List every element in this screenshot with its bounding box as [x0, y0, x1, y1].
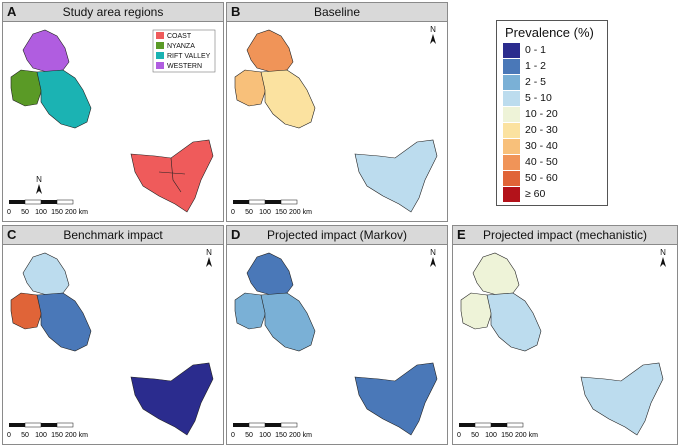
- legend-rift-valley: RIFT VALLEY: [167, 53, 211, 60]
- panel-baseline: B Baseline N 0 50 100 150 200 km: [226, 2, 448, 222]
- north-arrow-label: N: [430, 248, 436, 257]
- scale-tick: 100: [259, 432, 271, 439]
- panel-title: Study area regions: [62, 5, 164, 19]
- panel-study-area: A Study area regions COAST NYANZA RIFT V…: [2, 2, 224, 222]
- legend-title: Prevalence (%): [505, 25, 594, 40]
- area-nyanza: [234, 69, 268, 107]
- panel-benchmark: C Benchmark impact N 0 50 100 150 200 km: [2, 225, 224, 445]
- map-baseline: N 0 50 100 150 200 km: [231, 25, 438, 216]
- north-arrow: N: [430, 25, 436, 44]
- scale-tick: 200 km: [65, 432, 88, 439]
- scale-tick: 0: [231, 432, 235, 439]
- scale-bar: 0 50 100 150 200 km: [457, 422, 538, 439]
- panel-title: Baseline: [313, 5, 361, 19]
- scale-tick: 0: [457, 432, 461, 439]
- region-coast: [130, 139, 214, 213]
- scale-tick: 100: [259, 209, 271, 216]
- map-study-area: COAST NYANZA RIFT VALLEY WESTERN N 0 50 …: [7, 29, 216, 216]
- area-coast: [354, 362, 438, 436]
- scale-tick: 100: [485, 432, 497, 439]
- scale-tick: 100: [35, 209, 47, 216]
- area-coast: [580, 362, 664, 436]
- area-nyanza: [234, 292, 268, 330]
- scale-tick: 50: [245, 209, 253, 216]
- panel-letter: B: [231, 4, 241, 19]
- north-arrow: N: [206, 248, 212, 267]
- scale-tick: 0: [231, 209, 235, 216]
- area-rift-valley: [36, 292, 92, 352]
- panel-title: Projected impact (mechanistic): [482, 228, 648, 242]
- scale-tick: 0: [7, 209, 11, 216]
- scale-tick: 100: [35, 432, 47, 439]
- north-arrow-label: N: [206, 248, 212, 257]
- scale-tick: 150: [501, 432, 513, 439]
- north-arrow-label: N: [660, 248, 666, 257]
- scale-bar: 0 50 100 150 200 km: [7, 199, 88, 216]
- scale-tick: 200 km: [65, 209, 88, 216]
- panel-title: Projected impact (Markov): [266, 228, 408, 242]
- prevalence-legend: Prevalence (%) 0 - 1 1 - 2 2 - 5 5 - 10 …: [496, 20, 608, 206]
- north-arrow: N: [660, 248, 666, 267]
- area-nyanza: [460, 292, 494, 330]
- legend-swatch-coast: [156, 32, 164, 39]
- panel-header: C Benchmark impact: [3, 226, 223, 245]
- region-western: [22, 29, 70, 73]
- legend-swatch-nyanza: [156, 42, 164, 49]
- north-arrow: N: [430, 248, 436, 267]
- region-nyanza: [10, 69, 44, 107]
- legend-swatch-western: [156, 62, 164, 69]
- scale-tick: 50: [21, 209, 29, 216]
- panel-title: Benchmark impact: [63, 228, 163, 242]
- map-markov: N 0 50 100 150 200 km: [231, 248, 438, 439]
- map-benchmark: N 0 50 100 150 200 km: [7, 248, 214, 439]
- scale-tick: 200 km: [289, 432, 312, 439]
- area-nyanza: [10, 292, 44, 330]
- scale-tick: 200 km: [289, 209, 312, 216]
- area-coast: [130, 362, 214, 436]
- legend-coast: COAST: [167, 33, 192, 40]
- scale-bar: 0 50 100 150 200 km: [7, 422, 88, 439]
- panel-letter: A: [7, 4, 17, 19]
- legend-western: WESTERN: [167, 63, 202, 70]
- scale-tick: 150: [275, 432, 287, 439]
- area-rift-valley: [260, 292, 316, 352]
- area-western: [472, 252, 520, 296]
- area-rift-valley: [260, 69, 316, 129]
- north-arrow: N: [36, 175, 42, 194]
- scale-bar: 0 50 100 150 200 km: [231, 199, 312, 216]
- panel-header: A Study area regions: [3, 3, 223, 22]
- legend-nyanza: NYANZA: [167, 43, 195, 50]
- scale-tick: 50: [471, 432, 479, 439]
- area-rift-valley: [486, 292, 542, 352]
- panel-letter: D: [231, 227, 241, 242]
- scale-tick: 50: [245, 432, 253, 439]
- scale-tick: 50: [21, 432, 29, 439]
- area-western: [246, 29, 294, 73]
- area-coast: [354, 139, 438, 213]
- area-western: [22, 252, 70, 296]
- panel-header: D Projected impact (Markov): [227, 226, 447, 245]
- panel-mechanistic: E Projected impact (mechanistic) N 0 50 …: [452, 225, 678, 445]
- scale-tick: 150: [275, 209, 287, 216]
- north-arrow-label: N: [430, 25, 436, 34]
- region-rift-valley: [36, 69, 92, 129]
- scale-tick: 0: [7, 432, 11, 439]
- north-arrow-label: N: [36, 175, 42, 184]
- panel-markov: D Projected impact (Markov) N 0 50 100 1…: [226, 225, 448, 445]
- legend-swatch-rift-valley: [156, 52, 164, 59]
- map-mechanistic: N 0 50 100 150 200 km: [457, 248, 666, 439]
- regions-legend: COAST NYANZA RIFT VALLEY WESTERN: [152, 29, 216, 73]
- scale-tick: 150: [51, 209, 63, 216]
- area-western: [246, 252, 294, 296]
- panel-header: B Baseline: [227, 3, 447, 22]
- panel-letter: E: [457, 227, 466, 242]
- scale-bar: 0 50 100 150 200 km: [231, 422, 312, 439]
- scale-tick: 150: [51, 432, 63, 439]
- scale-tick: 200 km: [515, 432, 538, 439]
- panel-header: E Projected impact (mechanistic): [453, 226, 677, 245]
- panel-letter: C: [7, 227, 17, 242]
